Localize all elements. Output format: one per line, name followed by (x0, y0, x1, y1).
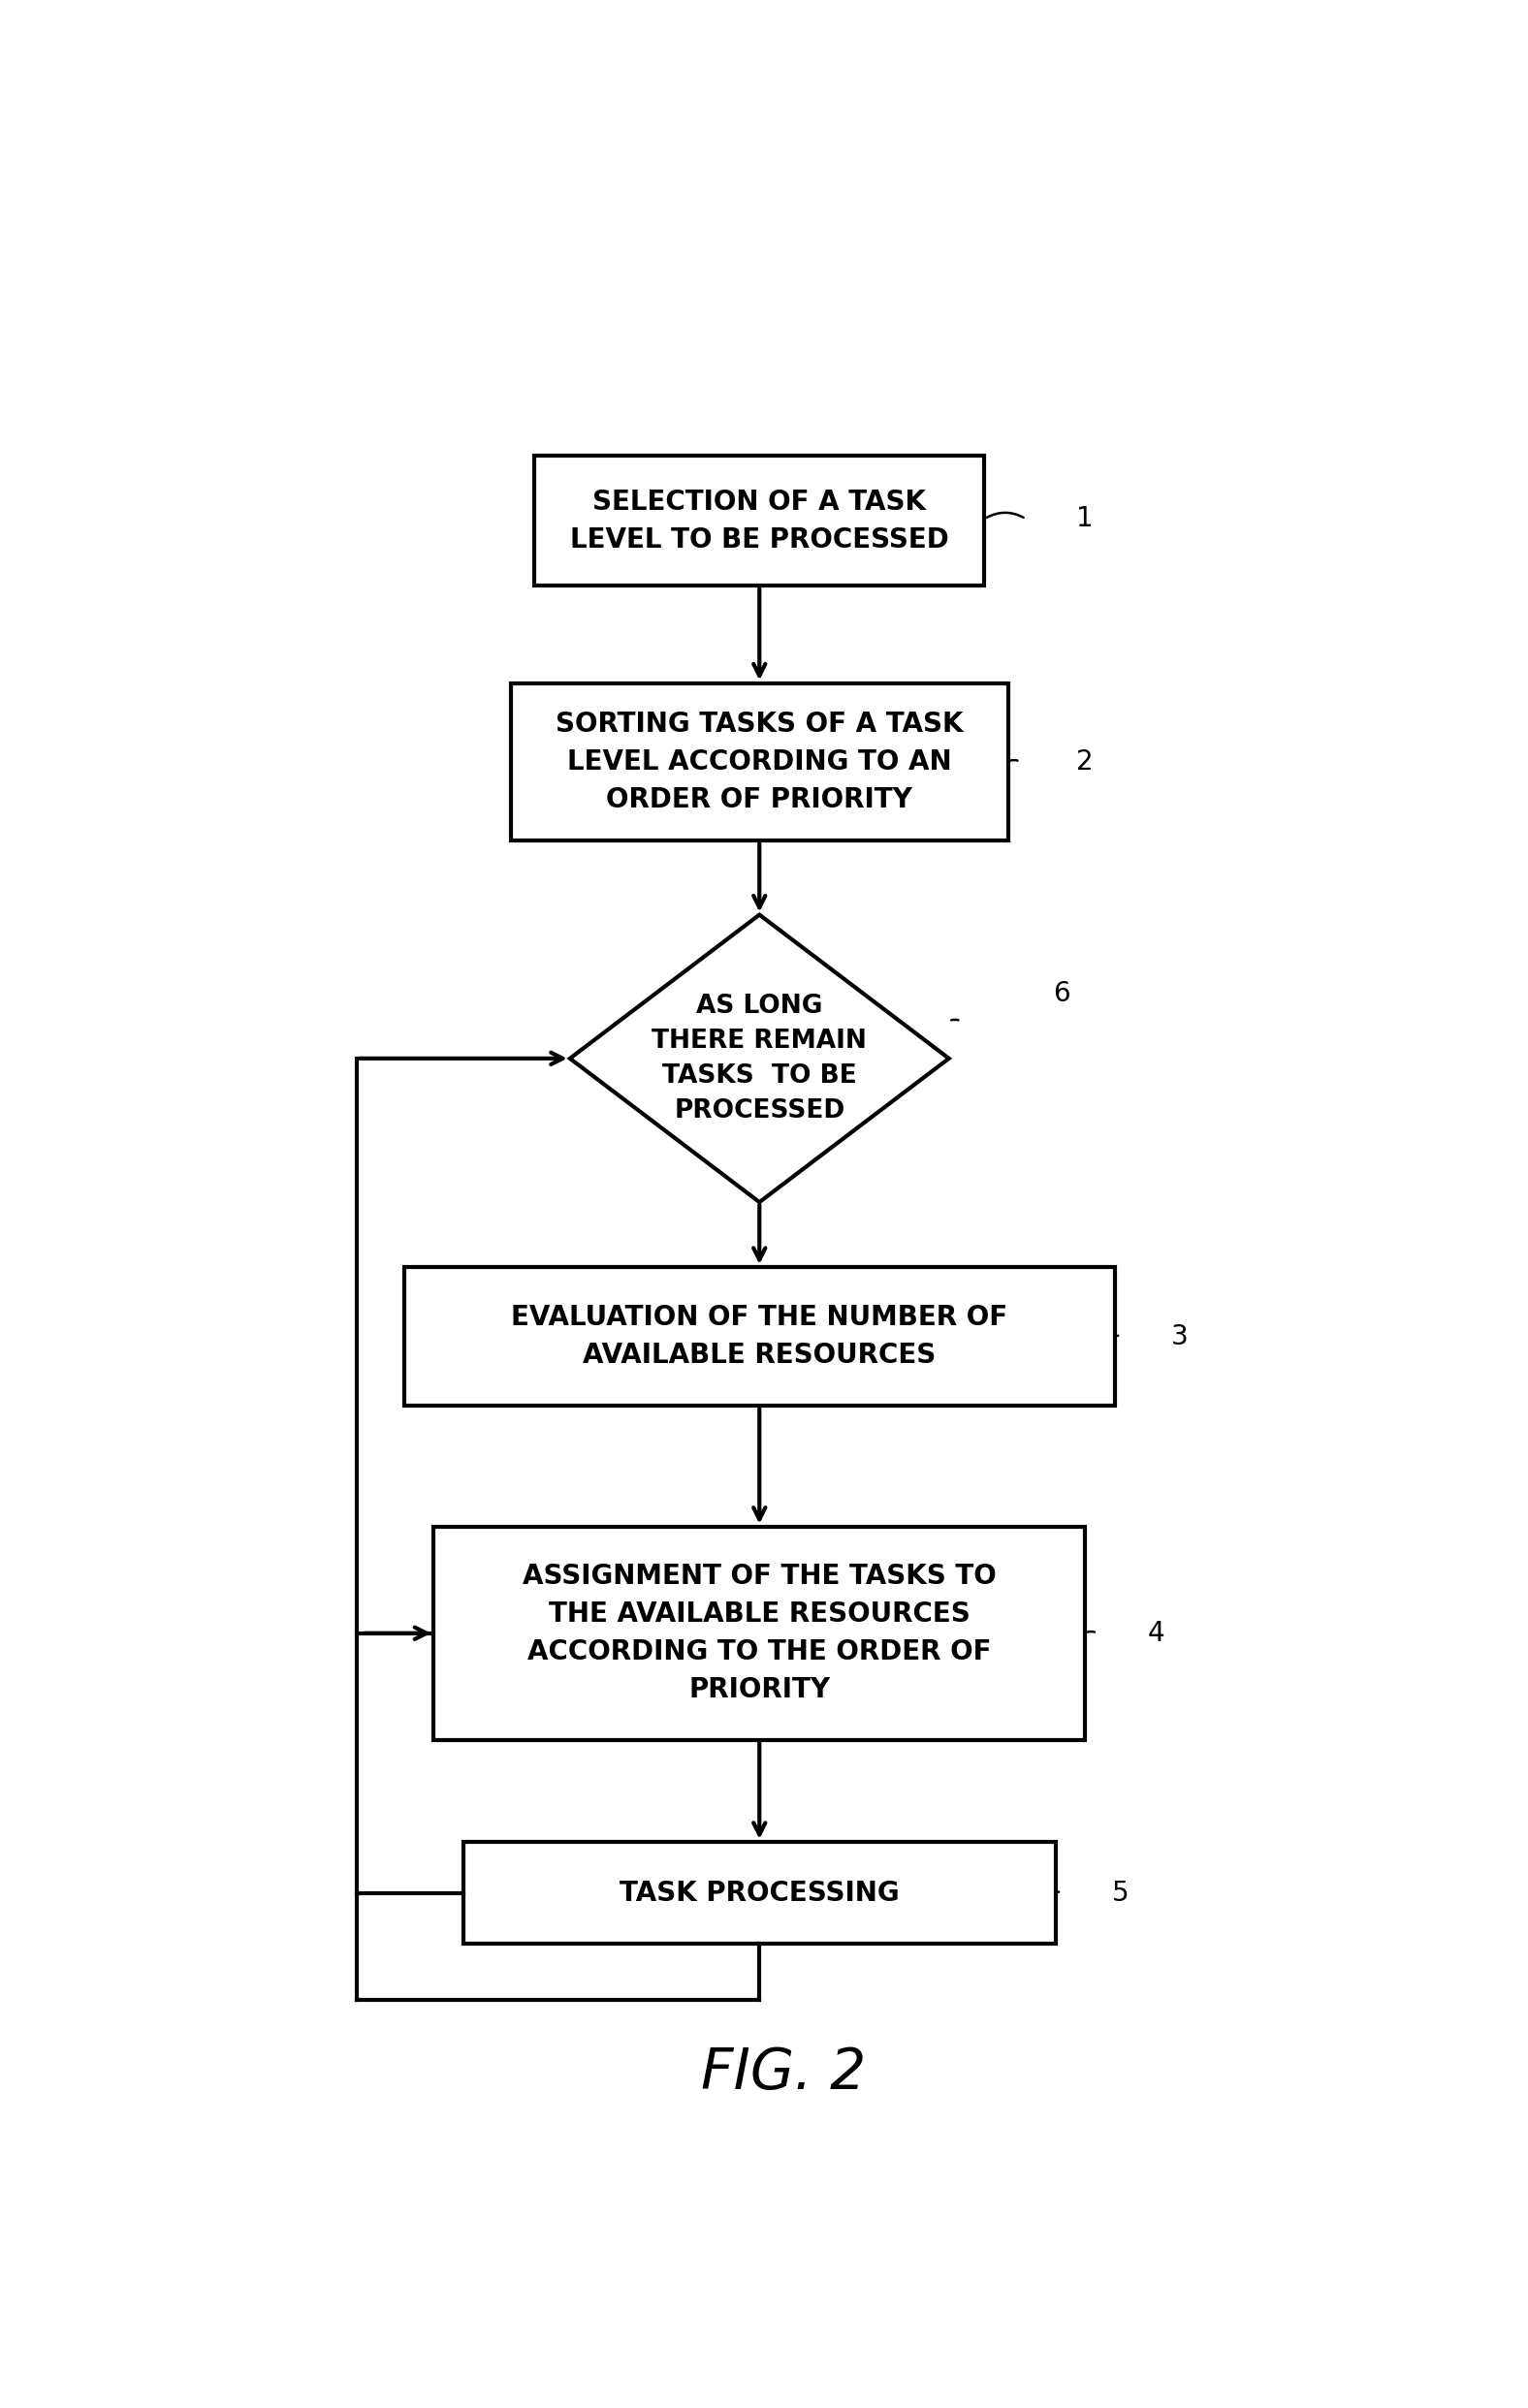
Polygon shape (570, 915, 949, 1202)
Bar (434, 1527, 1085, 1741)
Text: EVALUATION OF THE NUMBER OF
AVAILABLE RESOURCES: EVALUATION OF THE NUMBER OF AVAILABLE RE… (512, 1305, 1007, 1370)
Text: TASK PROCESSING: TASK PROCESSING (619, 1878, 900, 1907)
Bar (510, 684, 1008, 840)
Text: 6: 6 (1053, 980, 1070, 1007)
Bar (535, 455, 984, 585)
Text: SELECTION OF A TASK
LEVEL TO BE PROCESSED: SELECTION OF A TASK LEVEL TO BE PROCESSE… (570, 489, 949, 554)
Text: FIG. 2: FIG. 2 (700, 2044, 866, 2100)
Text: ASSIGNMENT OF THE TASKS TO
THE AVAILABLE RESOURCES
ACCORDING TO THE ORDER OF
PRI: ASSIGNMENT OF THE TASKS TO THE AVAILABLE… (523, 1563, 996, 1702)
Text: 3: 3 (1170, 1322, 1189, 1351)
Text: 2: 2 (1077, 749, 1094, 775)
Text: 5: 5 (1112, 1878, 1129, 1907)
Text: 4: 4 (1148, 1621, 1164, 1647)
Text: SORTING TASKS OF A TASK
LEVEL ACCORDING TO AN
ORDER OF PRIORITY: SORTING TASKS OF A TASK LEVEL ACCORDING … (556, 710, 963, 814)
Text: AS LONG
THERE REMAIN
TASKS  TO BE
PROCESSED: AS LONG THERE REMAIN TASKS TO BE PROCESS… (652, 995, 866, 1125)
Bar (463, 1842, 1056, 1943)
Bar (403, 1267, 1114, 1406)
Text: 1: 1 (1077, 506, 1094, 532)
